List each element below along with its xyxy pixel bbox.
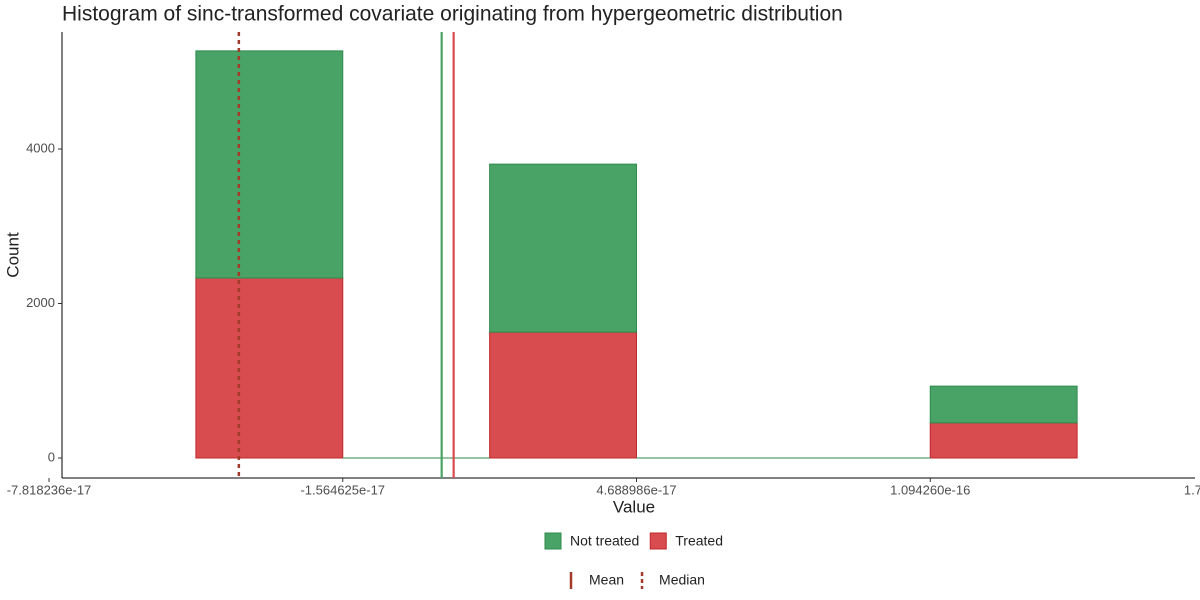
x-tick-label: 1.094260e-16 — [890, 482, 970, 497]
y-axis-label: Count — [3, 232, 22, 278]
legend-label: Not treated — [570, 533, 639, 549]
bar — [489, 163, 638, 333]
legend-swatch — [649, 532, 667, 550]
legend-label: Treated — [675, 533, 723, 549]
bar — [195, 50, 344, 279]
y-tick-label: 2000 — [26, 295, 55, 310]
legend-label: Mean — [589, 572, 624, 588]
y-tick-label: 4000 — [26, 140, 55, 155]
x-tick-label: 4.688986e-17 — [596, 482, 676, 497]
legend-label: Median — [659, 572, 705, 588]
x-tick-label: 1.719622e-16 — [1184, 482, 1200, 497]
x-axis-label: Value — [613, 497, 655, 516]
x-tick-label: -7.818236e-17 — [7, 482, 92, 497]
y-tick-label: 0 — [48, 449, 55, 464]
bar — [489, 331, 638, 459]
chart-title: Histogram of sinc-transformed covariate … — [62, 3, 843, 26]
bar — [929, 385, 1078, 424]
legend-swatch — [544, 532, 562, 550]
bar — [195, 277, 344, 459]
bar — [929, 422, 1078, 459]
x-tick-label: -1.564625e-17 — [300, 482, 385, 497]
